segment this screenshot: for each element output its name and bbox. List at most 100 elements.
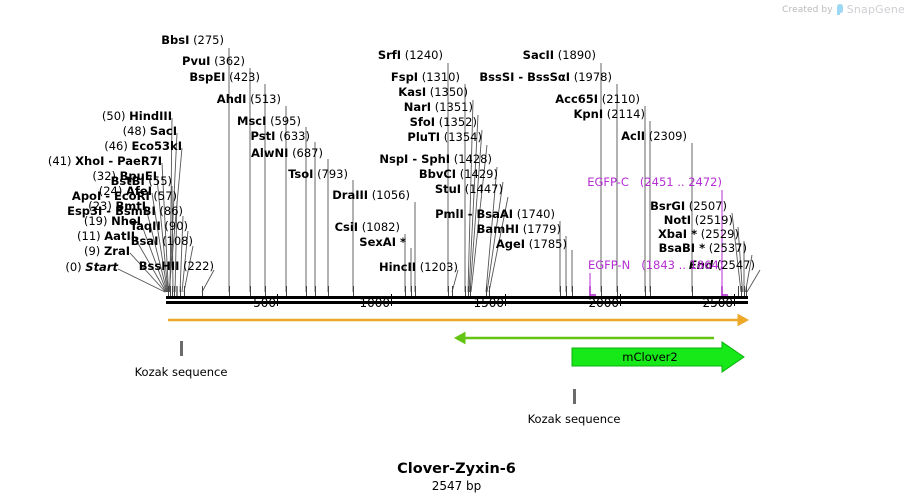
enzyme-pos: (1447) <box>464 182 503 196</box>
enzyme-name: MscI <box>237 114 267 128</box>
enzyme-label-hindiii[interactable]: (50) HindIII <box>102 110 172 122</box>
orf-arrow-orange <box>168 313 750 327</box>
enzyme-label-kpni[interactable]: KpnI (2114) <box>573 108 645 120</box>
mclover2-arrow <box>571 341 745 373</box>
enzyme-label-srfi[interactable]: SrfI (1240) <box>378 49 443 61</box>
kozak-mark-1 <box>180 341 183 356</box>
enzyme-label-zrai[interactable]: (9) ZraI <box>84 245 130 257</box>
enzyme-label-pluti[interactable]: PluTI (1354) <box>407 131 482 143</box>
enzyme-pos: (2507) <box>688 199 727 213</box>
snapgene-watermark: Created by SnapGene <box>782 3 905 16</box>
enzyme-name: BssSI - BssSαI <box>479 70 571 84</box>
enzyme-pos: (1240) <box>404 48 443 62</box>
enzyme-label-noti[interactable]: NotI (2519) <box>664 214 733 226</box>
enzyme-label-sfoi[interactable]: SfoI (1352) <box>410 116 477 128</box>
enzyme-label-taqii[interactable]: TaqII (90) <box>130 220 188 232</box>
enzyme-name: HincII <box>378 260 417 274</box>
enzyme-pos: (2537) <box>708 241 747 255</box>
enzyme-label-bmti[interactable]: (23) BmtI <box>88 200 146 212</box>
enzyme-label-fspi[interactable]: FspI (1310) <box>391 71 460 83</box>
enzyme-pos: (2519) <box>694 213 733 227</box>
enzyme-pos: (633) <box>279 129 310 143</box>
enzyme-label-pmli-bsaai[interactable]: PmlI - BsaAI (1740) <box>435 208 555 220</box>
kozak-mark-2 <box>573 389 576 404</box>
enzyme-name: SacI <box>149 124 177 138</box>
enzyme-label-bamhi[interactable]: BamHI (1779) <box>477 223 561 235</box>
enzyme-label-xbai[interactable]: XbaI * (2529) <box>658 228 739 240</box>
feature-label-mclover2[interactable]: mClover2 <box>622 350 678 364</box>
enzyme-label-sexai[interactable]: SexAI * <box>359 236 406 248</box>
enzyme-pos: (0) <box>65 260 82 274</box>
enzyme-name: SexAI * <box>359 235 406 249</box>
enzyme-name: NspI - SphI <box>379 152 451 166</box>
enzyme-name: CsiI <box>334 220 359 234</box>
enzyme-label-xhoi-paer7i[interactable]: (41) XhoI - PaeR7I <box>48 155 162 167</box>
enzyme-label-ahdi[interactable]: AhdI (513) <box>217 93 281 105</box>
enzyme-label-bpuei[interactable]: (32) BpuEI <box>92 170 157 182</box>
enzyme-label-stui[interactable]: StuI (1447) <box>435 183 503 195</box>
enzyme-name: BssHII <box>138 259 180 273</box>
enzyme-label-eco53ki[interactable]: (46) Eco53kI <box>104 140 182 152</box>
ruler-tick-1000 <box>391 294 392 306</box>
enzyme-name: NotI <box>663 213 692 227</box>
enzyme-label-draiii[interactable]: DraIII (1056) <box>332 189 410 201</box>
enzyme-label-bspei[interactable]: BspEI (423) <box>189 71 260 83</box>
enzyme-label-end[interactable]: End (2547) <box>689 259 755 271</box>
enzyme-label-hincii[interactable]: HincII (1203) <box>379 261 458 273</box>
enzyme-label-aatii[interactable]: (11) AatII <box>77 230 135 242</box>
enzyme-label-acc65i[interactable]: Acc65I (2110) <box>555 93 640 105</box>
enzyme-label-nari[interactable]: NarI (1351) <box>404 101 473 113</box>
enzyme-label-bsai[interactable]: BsaI (108) <box>131 235 193 247</box>
ruler-tick-2500 <box>734 294 735 306</box>
ruler-tick-1500 <box>505 294 506 306</box>
enzyme-name: BspEI <box>189 70 226 84</box>
enzyme-pos: (513) <box>250 92 281 106</box>
backbone-line-bottom <box>166 301 748 304</box>
enzyme-name: ZraI <box>103 244 130 258</box>
enzyme-pos: (46) <box>104 139 128 153</box>
enzyme-pos: (2309) <box>648 129 687 143</box>
enzyme-label-psti[interactable]: PstI (633) <box>251 130 310 142</box>
enzyme-label-afei[interactable]: (24) AfeI <box>99 185 152 197</box>
marker-label-egfp-n[interactable]: EGFP-N (1843 .. 1864) <box>588 259 723 271</box>
enzyme-label-saci[interactable]: (48) SacI <box>123 125 177 137</box>
marker-label-egfp-c[interactable]: EGFP-C (2451 .. 2472) <box>587 176 722 188</box>
enzyme-label-bstbi[interactable]: BstBI (55) <box>111 175 172 187</box>
enzyme-label-pvui[interactable]: PvuI (362) <box>182 55 245 67</box>
enzyme-label-apoi-ecori[interactable]: ApoI - EcoRI (57) <box>72 190 177 202</box>
enzyme-label-nhei[interactable]: (19) NheI <box>84 215 141 227</box>
enzyme-pos: (24) <box>98 184 123 198</box>
enzyme-name: DraIII <box>332 188 369 202</box>
watermark-prefix: Created by <box>782 4 833 15</box>
enzyme-label-sacii[interactable]: SacII (1890) <box>523 49 596 61</box>
enzyme-name: NheI <box>111 214 141 228</box>
enzyme-pos: (1740) <box>516 207 555 221</box>
enzyme-label-bbvci[interactable]: BbvCI (1429) <box>419 168 498 180</box>
enzyme-name: XhoI - PaeR7I <box>75 154 162 168</box>
feature-label-kozak-1: Kozak sequence <box>134 365 228 379</box>
enzyme-label-agei[interactable]: AgeI (1785) <box>496 238 567 250</box>
enzyme-label-csii[interactable]: CsiI (1082) <box>335 221 400 233</box>
enzyme-name: End <box>688 258 714 272</box>
enzyme-label-bsshii[interactable]: BssHII (222) <box>139 260 214 272</box>
enzyme-pos: (1429) <box>459 167 498 181</box>
ruler-label-1000: 1000 <box>359 296 390 310</box>
enzyme-pos: (32) <box>92 169 117 183</box>
enzyme-label-bsabi[interactable]: BsaBI * (2537) <box>659 242 747 254</box>
enzyme-label-bsssi-bsssai[interactable]: BssSI - BssSαI (1978) <box>479 71 612 83</box>
enzyme-label-alwni[interactable]: AlwNI (687) <box>251 147 323 159</box>
ruler-label-2000: 2000 <box>588 296 619 310</box>
enzyme-label-acli[interactable]: AclI (2309) <box>621 130 687 142</box>
enzyme-label-nspi-sphi[interactable]: NspI - SphI (1428) <box>379 153 492 165</box>
enzyme-label-kasi[interactable]: KasI (1350) <box>398 86 468 98</box>
enzyme-name: SfoI <box>409 115 436 129</box>
enzyme-name: BsaBI * <box>658 241 706 255</box>
enzyme-label-bbsi[interactable]: BbsI (275) <box>161 34 224 46</box>
enzyme-label-bsrgi[interactable]: BsrGI (2507) <box>650 200 727 212</box>
enzyme-label-start[interactable]: (0) Start <box>65 261 118 273</box>
enzyme-label-esp3i-bsmbi[interactable]: Esp3I - BsmBI (86) <box>67 205 183 217</box>
marker-name: EGFP-C <box>587 175 629 189</box>
enzyme-name: SrfI <box>377 48 402 62</box>
enzyme-label-msci[interactable]: MscI (595) <box>237 115 301 127</box>
enzyme-label-tsoi[interactable]: TsoI (793) <box>288 168 348 180</box>
